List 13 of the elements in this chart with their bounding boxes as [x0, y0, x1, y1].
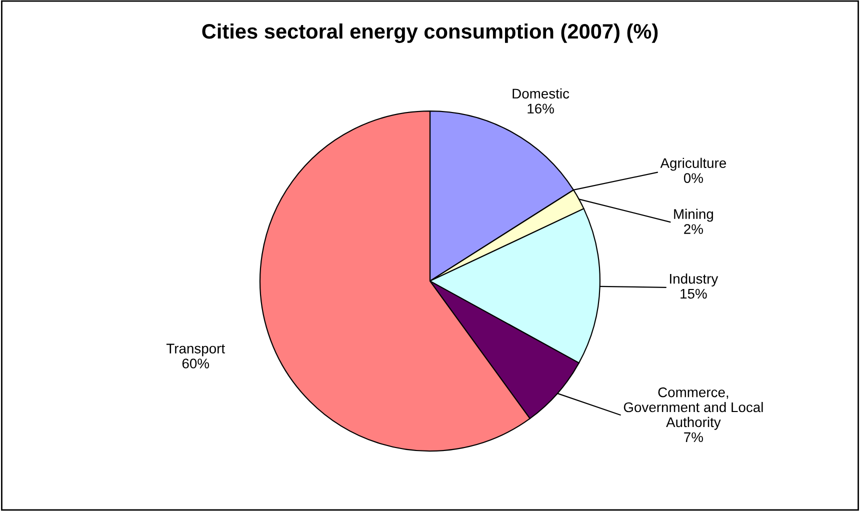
- data-label: 16%: [528, 104, 554, 114]
- text: 0%: [684, 173, 703, 183]
- chart-title: Cities sectoral energy consumption (2007) (%): [202, 23, 658, 43]
- slice-label: Industry: [670, 274, 718, 286]
- slice-label: Commerce, Government and Local Authority: [624, 387, 763, 430]
- slice-label: Transport: [166, 344, 225, 356]
- slice-label: Domestic: [512, 88, 570, 99]
- data-label: 15%: [680, 288, 707, 299]
- data-label: 2%: [684, 224, 703, 234]
- data-label: 60%: [182, 358, 210, 368]
- category-label: Agriculture: [660, 158, 726, 171]
- data-label: 7%: [684, 432, 703, 442]
- slice-label: Mining: [674, 208, 713, 222]
